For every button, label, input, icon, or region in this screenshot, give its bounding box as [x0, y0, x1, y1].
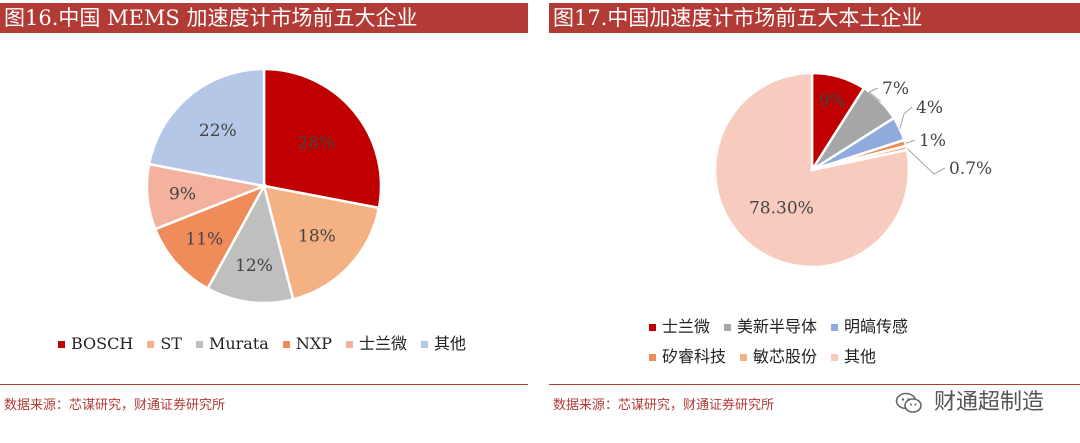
data-label: 1%: [919, 131, 946, 151]
data-label: 9%: [169, 185, 196, 205]
chart-title: 图17.中国加速度计市场前五大本土企业: [549, 3, 1080, 33]
legend-swatch: [649, 354, 656, 361]
watermark: 财通超制造: [895, 384, 1044, 416]
data-label: 78.30%: [749, 199, 814, 219]
leader-line: [905, 139, 916, 144]
legend-label: 其他: [844, 347, 877, 366]
pie-slice: [713, 71, 911, 269]
legend-label: BOSCH: [71, 334, 134, 353]
legend-label: 敏芯股份: [753, 347, 818, 366]
leader-line: [868, 87, 881, 102]
legend-item: 明皜传感: [831, 312, 908, 342]
source-note: 数据来源：芯谋研究，财通证券研究所: [4, 398, 226, 413]
legend: 士兰微 美新半导体 明皜传感矽睿科技 敏芯股份 其他: [649, 312, 1009, 372]
legend-swatch: [282, 341, 290, 348]
leader-line: [906, 147, 946, 175]
legend-item: 矽睿科技: [649, 342, 726, 372]
pie-slice: [153, 183, 267, 291]
legend-swatch: [724, 324, 732, 331]
legend-label: ST: [160, 334, 182, 353]
legend-label: 明皜传感: [844, 317, 909, 336]
pie-slice: [147, 67, 266, 188]
data-label: 9%: [819, 91, 846, 111]
data-label: 0.7%: [949, 159, 992, 179]
chart-panel-left: 图16.中国 MEMS 加速度计市场前五大企业 28% 18% 12% 11% 9% 22…: [0, 0, 528, 443]
legend-label: 其他: [433, 334, 466, 353]
legend-item: 士兰微: [649, 312, 710, 342]
data-label: 18%: [298, 227, 336, 247]
legend-label: 士兰微: [358, 334, 407, 353]
pie-slice: [205, 182, 295, 305]
legend-swatch: [58, 341, 65, 348]
legend-item: ST: [147, 334, 182, 353]
data-label: 12%: [235, 256, 273, 276]
chart-panel-right: 图17.中国加速度计市场前五大本土企业 9% 7% 4% 1% 0.7% 78.30% 士…: [549, 0, 1080, 443]
legend-item: Murata: [195, 334, 269, 353]
data-label: 7%: [882, 79, 909, 99]
legend-item: BOSCH: [58, 334, 133, 353]
legend-swatch: [831, 354, 839, 361]
legend-swatch: [740, 354, 748, 361]
legend-swatch: [195, 341, 203, 348]
legend: BOSCH ST Murata NXP 士兰微 其他: [58, 330, 480, 354]
legend-label: 士兰微: [662, 317, 711, 336]
legend-label: Murata: [208, 334, 269, 353]
legend-swatch: [649, 324, 656, 331]
legend-swatch: [831, 324, 839, 331]
chart-title: 图16.中国 MEMS 加速度计市场前五大企业: [0, 3, 528, 33]
data-label: 22%: [199, 121, 237, 141]
watermark-text: 财通超制造: [933, 390, 1044, 415]
legend-item: NXP: [282, 334, 332, 353]
legend-item: 其他: [420, 330, 466, 354]
legend-swatch: [420, 341, 428, 348]
divider: [549, 384, 1080, 385]
legend-swatch: [345, 341, 353, 348]
divider: [0, 384, 528, 385]
leader-line: [899, 106, 913, 129]
pie-slice: [262, 184, 381, 301]
legend-label: 矽睿科技: [662, 347, 727, 366]
legend-label: NXP: [295, 334, 332, 353]
legend-item: 士兰微: [345, 330, 407, 354]
wechat-icon: [895, 392, 923, 414]
legend-label: 美新半导体: [737, 317, 818, 336]
data-label: 11%: [185, 230, 223, 250]
legend-item: 美新半导体: [724, 312, 817, 342]
pie-chart-right: 9% 7% 4% 1%0.7% 78.30%: [713, 71, 992, 269]
pie-slice: [262, 67, 383, 210]
legend-item: 其他: [831, 342, 876, 372]
legend-swatch: [147, 341, 155, 348]
pie-chart-left: 28% 18% 12% 11% 9% 22%: [145, 67, 383, 305]
data-label: 28%: [297, 134, 335, 154]
data-label: 4%: [916, 98, 943, 118]
source-note: 数据来源：芯谋研究，财通证券研究所: [553, 398, 775, 413]
legend-item: 敏芯股份: [740, 342, 817, 372]
